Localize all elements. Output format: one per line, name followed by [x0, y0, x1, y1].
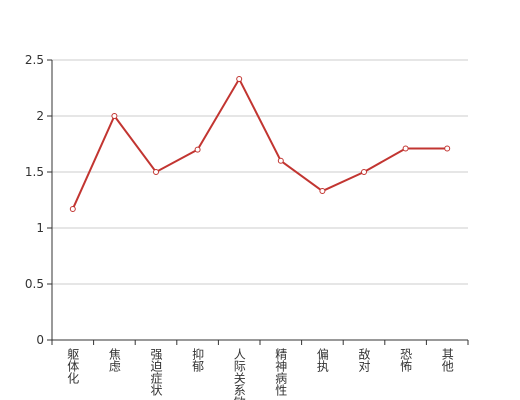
point: [153, 169, 159, 175]
x-tick-label: 偏执: [315, 347, 329, 373]
x-tick-label: 强迫症状: [149, 348, 163, 396]
point: [319, 188, 326, 195]
x-tick-label: 精神病性: [274, 348, 288, 397]
point: [361, 169, 367, 175]
y-tick-label: 1.5: [25, 165, 44, 179]
x-tick-label: 抑郁: [191, 347, 205, 373]
point: [277, 157, 284, 164]
y-tick-label: 1: [36, 221, 44, 235]
x-tick-label: 恐怖: [399, 348, 413, 372]
point: [444, 145, 451, 152]
point: [69, 205, 76, 212]
y-tick-label: 2.5: [25, 53, 44, 67]
point: [402, 145, 409, 152]
point: [111, 113, 118, 119]
x-tick-label: 其他: [440, 348, 454, 372]
y-tick-label: 0: [36, 333, 44, 347]
x-tick-label: 躯体化: [66, 347, 80, 385]
x-tick-label: 人际关系敏感: [232, 348, 246, 400]
point: [236, 76, 243, 83]
y-tick-label: 0.5: [25, 277, 44, 291]
point: [194, 146, 201, 153]
x-tick-label: 焦虑: [107, 348, 121, 372]
x-tick-label: 敌对: [357, 347, 371, 372]
line: [71, 76, 448, 210]
y-tick-label: 2: [36, 109, 44, 123]
